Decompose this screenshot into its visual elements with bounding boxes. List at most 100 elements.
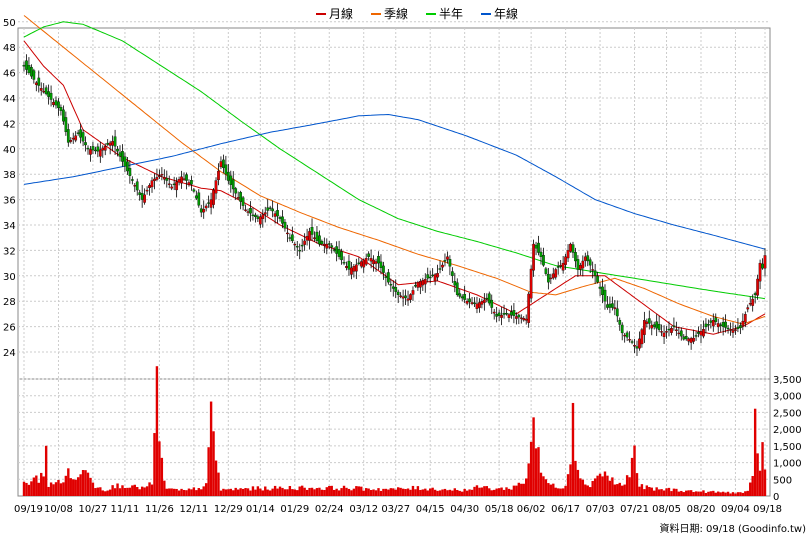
candle-body	[537, 242, 540, 253]
candle-body	[52, 102, 55, 105]
candle-body	[266, 207, 270, 211]
volume-bar	[335, 488, 338, 496]
candle-body	[337, 249, 341, 257]
volume-bar	[409, 489, 412, 496]
volume-bar	[712, 490, 715, 496]
candle	[175, 177, 178, 198]
candle	[537, 235, 540, 256]
candle	[266, 199, 270, 217]
date-tick-label: 07/03	[586, 504, 615, 515]
candle-body	[177, 179, 181, 183]
candle	[261, 209, 265, 228]
candle-body	[495, 314, 499, 317]
candle-body	[126, 161, 129, 172]
date-tick-label: 09/19	[14, 504, 43, 515]
candle-body	[226, 171, 230, 181]
candle	[588, 257, 592, 273]
candle-body	[271, 208, 274, 212]
volume-bar	[495, 488, 498, 496]
candle-body	[236, 197, 240, 199]
volume-bar	[589, 487, 592, 496]
volume-bar	[431, 487, 434, 496]
candle-body	[697, 331, 700, 334]
candle	[480, 298, 484, 309]
candle-body	[239, 192, 242, 202]
candle-body	[490, 299, 494, 308]
volume-bar	[438, 490, 442, 496]
candle	[308, 227, 311, 250]
volume-bar	[731, 492, 735, 496]
candle-body	[133, 185, 137, 187]
volume-bar	[756, 453, 759, 496]
candle	[512, 303, 516, 324]
candle	[702, 320, 705, 339]
candle-body	[190, 180, 193, 185]
volume-bar	[433, 489, 437, 496]
candle	[707, 319, 710, 331]
candle-body	[293, 243, 297, 246]
volume-bar	[232, 490, 235, 496]
moving-average-lines	[23, 15, 766, 335]
volume-bar	[401, 488, 405, 496]
candle	[249, 201, 252, 222]
volume-bar	[714, 492, 717, 496]
candle-body	[416, 281, 420, 288]
volume-bar	[564, 485, 567, 496]
volume-bar	[493, 489, 496, 496]
volume-bar	[308, 487, 311, 496]
candle	[527, 291, 531, 328]
volume-bar	[724, 492, 727, 496]
candle	[451, 267, 454, 283]
candle-body	[158, 175, 161, 177]
candle-body	[561, 262, 565, 271]
candle	[290, 226, 294, 244]
volume-bar	[529, 441, 533, 496]
candle-body	[475, 303, 479, 309]
volume-bar	[236, 489, 240, 496]
candle-body	[251, 214, 255, 217]
candle	[130, 176, 134, 185]
candle-body	[620, 324, 624, 334]
candle-body	[281, 216, 284, 224]
candle-body	[643, 320, 646, 335]
volume-bar	[630, 457, 634, 496]
volume-bar	[468, 489, 471, 496]
candle-body	[138, 192, 142, 195]
candle-body	[418, 281, 422, 288]
candle-body	[377, 256, 380, 264]
volume-bar	[685, 490, 688, 496]
candle-body	[682, 336, 686, 340]
volume-bar	[677, 491, 681, 496]
volume-bar	[534, 448, 538, 496]
candle-body	[244, 209, 247, 211]
volume-bar	[749, 482, 752, 496]
date-tick-label: 08/05	[652, 504, 681, 515]
candle-body	[502, 312, 506, 315]
candle	[382, 261, 385, 280]
candle	[234, 186, 238, 200]
candle-body	[111, 141, 114, 146]
candle-body	[258, 216, 262, 225]
candle	[180, 170, 183, 189]
volume-bar	[337, 490, 341, 496]
volume-bar	[261, 490, 264, 496]
candle-body	[758, 262, 762, 282]
candle-body	[318, 235, 321, 245]
candle-body	[517, 314, 521, 318]
candle-body	[357, 262, 361, 265]
candle	[539, 247, 543, 265]
price-tick-label: 36	[3, 196, 16, 207]
candle	[465, 298, 469, 306]
volume-bar	[709, 491, 713, 496]
legend-item: 半年	[426, 7, 463, 21]
volume-bar	[163, 480, 166, 496]
candle	[756, 274, 759, 300]
candle-body	[175, 181, 178, 191]
candle-body	[340, 251, 343, 261]
candle-body	[182, 178, 186, 180]
candle-body	[130, 179, 134, 181]
volume-bar	[635, 473, 639, 496]
candle	[483, 293, 486, 311]
candle-body	[556, 266, 560, 268]
candle	[202, 200, 206, 219]
